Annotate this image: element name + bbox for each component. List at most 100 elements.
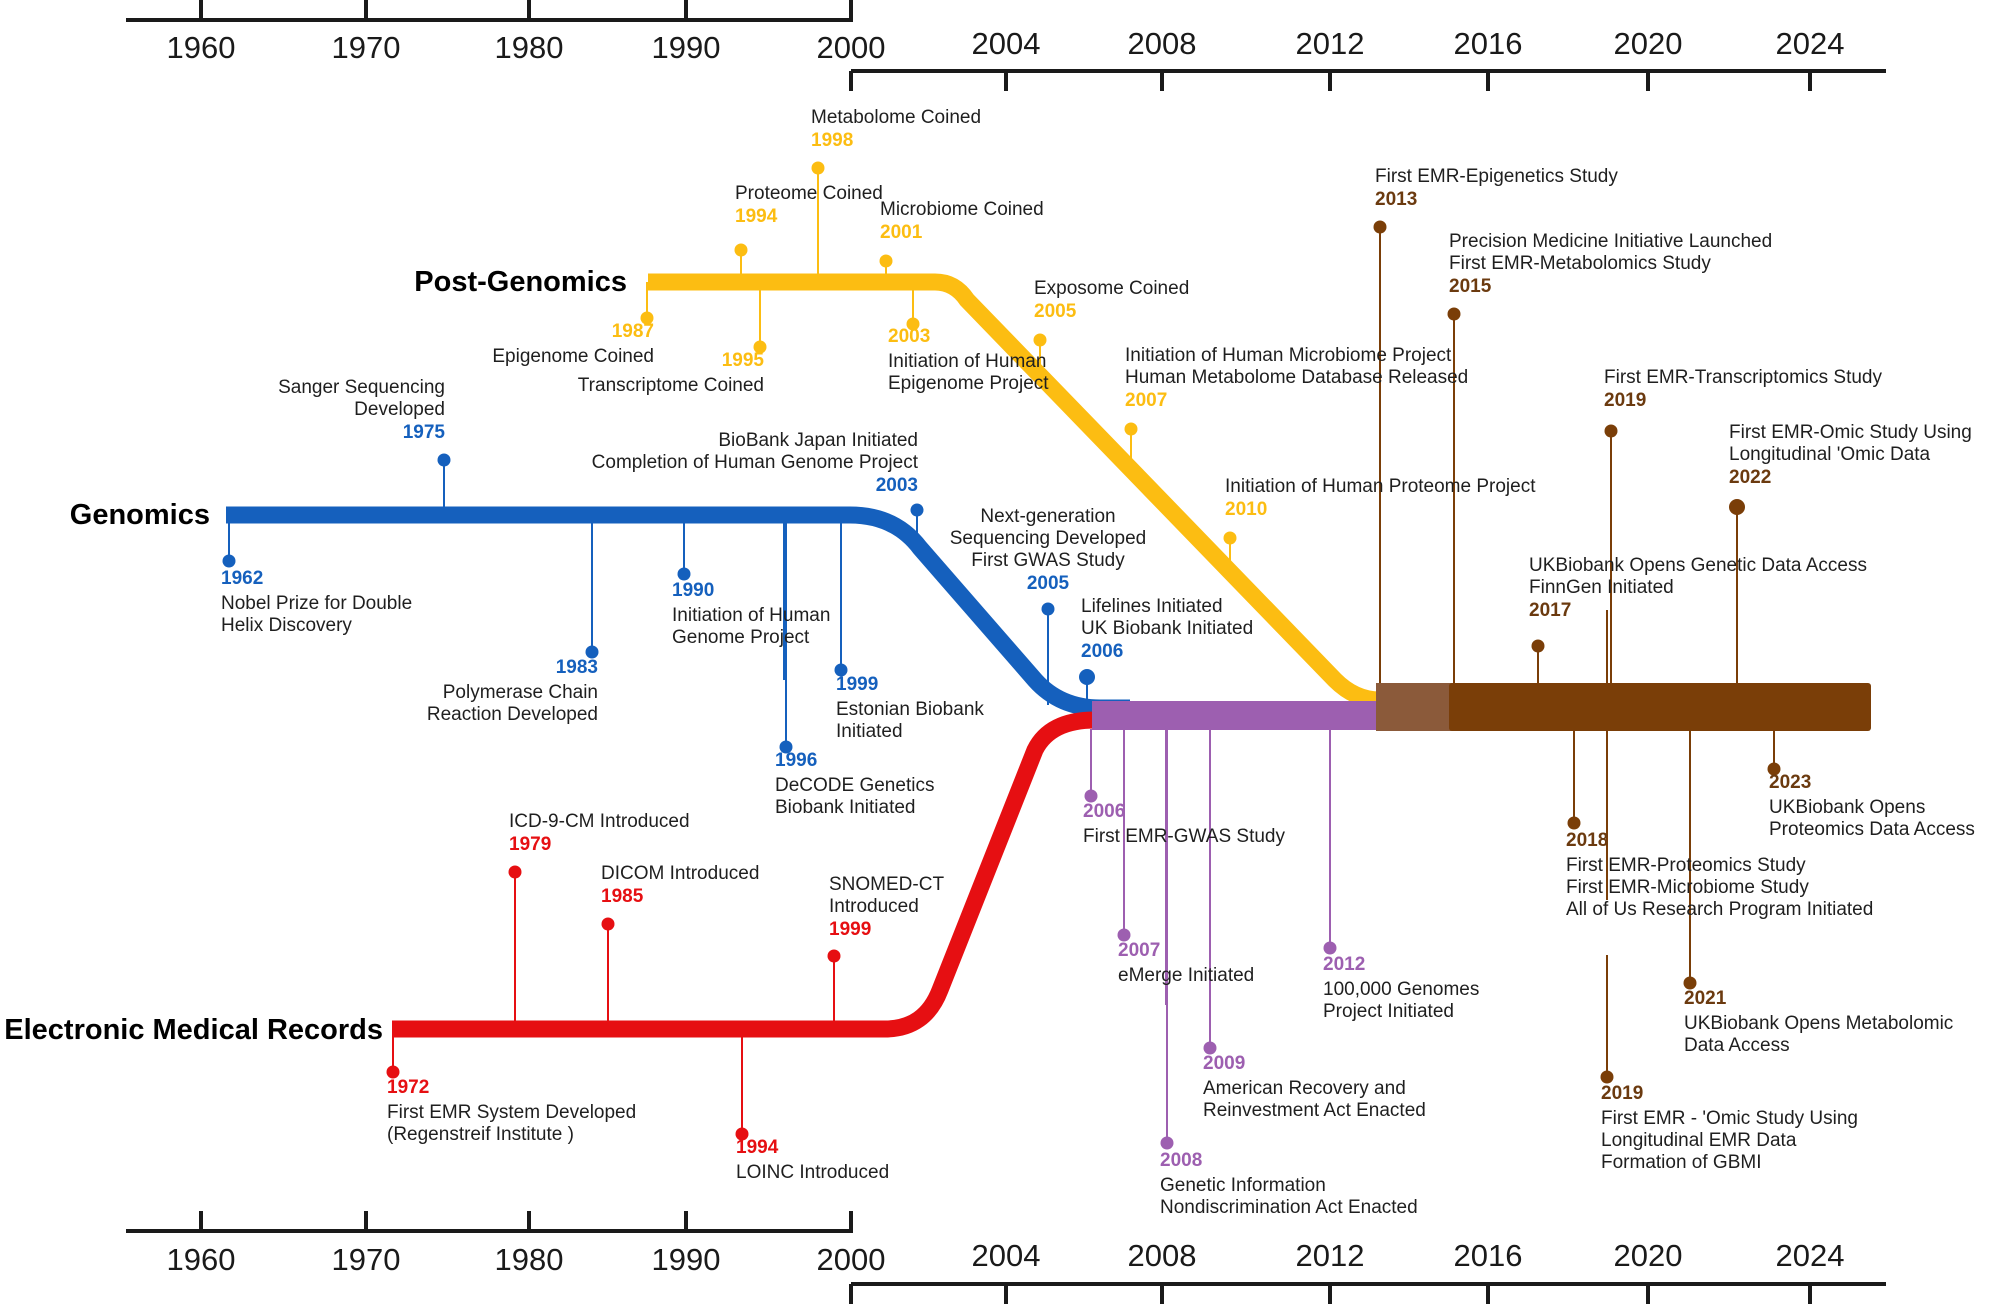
event-label: Helix Discovery — [221, 615, 352, 636]
event-dot-genomics — [222, 554, 236, 568]
event-dot-emr — [386, 1065, 400, 1079]
event-label: Biobank Initiated — [775, 797, 916, 818]
event-label: First EMR-Epigenetics Study — [1375, 166, 1618, 187]
event-label: Initiation of Human — [888, 351, 1046, 372]
axis-tick-label: 1980 — [495, 30, 564, 65]
axis-tick-label: 2012 — [1296, 26, 1365, 61]
event-label: Nobel Prize for Double — [221, 593, 412, 614]
event-dot-post_genomics — [879, 254, 893, 268]
event-label: Metabolome Coined — [811, 107, 981, 128]
event-year: 2023 — [1769, 772, 1811, 793]
event-label: Proteomics Data Access — [1769, 819, 1975, 840]
event-year: 2006 — [1081, 641, 1123, 662]
axis-tick-label: 1960 — [167, 1242, 236, 1277]
event-label: Completion of Human Genome Project — [592, 452, 919, 473]
event-label: Exposome Coined — [1034, 278, 1189, 299]
event-dot-emr_omics — [1567, 816, 1581, 830]
event-label: Reaction Developed — [427, 704, 598, 725]
event-dot-emr_genomics — [1117, 928, 1131, 942]
event-year: 1972 — [387, 1077, 429, 1098]
event-year: 1962 — [221, 568, 263, 589]
emr-band — [392, 711, 1125, 1038]
axis-tick-label: 2024 — [1776, 26, 1845, 61]
event-dot-genomics — [1041, 602, 1055, 616]
event-dot-post_genomics — [753, 340, 767, 354]
event-dot-genomics — [585, 645, 599, 659]
event-dot-emr_omics — [1604, 424, 1618, 438]
event-label: eMerge Initiated — [1118, 965, 1254, 986]
axis-tick-label: 2004 — [972, 1238, 1041, 1273]
axis-tick-label: 2020 — [1614, 1238, 1683, 1273]
event-label: Longitudinal 'Omic Data — [1729, 444, 1931, 465]
event-label: Transcriptome Coined — [578, 375, 764, 396]
event-year: 2019 — [1604, 390, 1646, 411]
event-year: 2001 — [880, 222, 923, 243]
event-year: 2006 — [1083, 801, 1125, 822]
event-label: Initiation of Human Microbiome Project — [1125, 345, 1452, 366]
event-label: All of Us Research Program Initiated — [1566, 899, 1873, 920]
axis-tick-label: 1970 — [332, 1242, 401, 1277]
track-title-genomics: Genomics — [70, 499, 210, 531]
event-label: First EMR-Omic Study Using — [1729, 422, 1972, 443]
event-label: (Regenstreif Institute ) — [387, 1124, 574, 1145]
event-label: UK Biobank Initiated — [1081, 618, 1253, 639]
axis-tick-label: 2016 — [1454, 26, 1523, 61]
event-label: First EMR-Proteomics Study — [1566, 855, 1806, 876]
event-dot-emr — [601, 917, 615, 931]
axis-tick-label: 2016 — [1454, 1238, 1523, 1273]
axis-tick-label: 2012 — [1296, 1238, 1365, 1273]
event-label: Longitudinal EMR Data — [1601, 1130, 1797, 1151]
event-label: LOINC Introduced — [736, 1162, 889, 1183]
event-dot-post_genomics — [1124, 422, 1138, 436]
event-label: DICOM Introduced — [601, 863, 759, 884]
event-label: Lifelines Initiated — [1081, 596, 1223, 617]
event-year: 2018 — [1566, 830, 1608, 851]
event-label: Epigenome Coined — [492, 346, 654, 367]
event-year: 2012 — [1323, 954, 1365, 975]
event-label: First EMR-Transcriptomics Study — [1604, 367, 1882, 388]
event-year: 1998 — [811, 130, 853, 151]
event-dot-post_genomics — [1223, 531, 1237, 545]
event-dot-genomics — [437, 453, 451, 467]
event-dot-emr — [508, 865, 522, 879]
event-dot-post_genomics — [811, 161, 825, 175]
event-label: 100,000 Genomes — [1323, 979, 1479, 1000]
axis-tick-label: 1960 — [167, 30, 236, 65]
event-dot-genomics — [779, 740, 793, 754]
event-year: 1996 — [775, 750, 817, 771]
event-dot-emr_genomics — [1160, 1136, 1174, 1150]
event-year: 2003 — [876, 475, 918, 496]
event-label: First EMR System Developed — [387, 1102, 636, 1123]
event-label: Proteome Coined — [735, 183, 883, 204]
post-genomics-band — [648, 273, 1470, 709]
event-year: 1979 — [509, 834, 551, 855]
event-dot-post_genomics — [1033, 333, 1047, 347]
event-label: Next-generation — [980, 506, 1115, 527]
axis-tick-label: 1990 — [652, 30, 721, 65]
event-dot-post_genomics — [734, 243, 748, 257]
event-dot-genomics — [1079, 669, 1095, 685]
event-label: SNOMED-CT — [829, 874, 944, 895]
event-label: FinnGen Initiated — [1529, 577, 1674, 598]
event-label: First EMR - 'Omic Study Using — [1601, 1108, 1858, 1129]
event-year: 2008 — [1160, 1150, 1202, 1171]
event-year: 1995 — [722, 350, 765, 371]
event-label: Project Initiated — [1323, 1001, 1454, 1022]
axis-tick-label: 1990 — [652, 1242, 721, 1277]
event-label: First EMR-Metabolomics Study — [1449, 253, 1711, 274]
event-label: First EMR-GWAS Study — [1083, 826, 1285, 847]
event-dot-emr_genomics — [1203, 1041, 1217, 1055]
genomics-band — [226, 506, 1130, 717]
event-dot-emr_omics — [1683, 976, 1697, 990]
axis-tick-label: 2008 — [1128, 26, 1197, 61]
emr-omics-band — [1449, 683, 1871, 731]
axis-tick-label: 2024 — [1776, 1238, 1845, 1273]
event-year: 2007 — [1118, 940, 1160, 961]
track-bands — [226, 273, 1871, 1038]
event-dot-emr_genomics — [1323, 941, 1337, 955]
event-year: 1990 — [672, 580, 714, 601]
axes: 1960 1970 1980 1990 2000 2004 2008 2012 2016 2020… — [126, 0, 1886, 1304]
event-year: 2019 — [1601, 1083, 1643, 1104]
